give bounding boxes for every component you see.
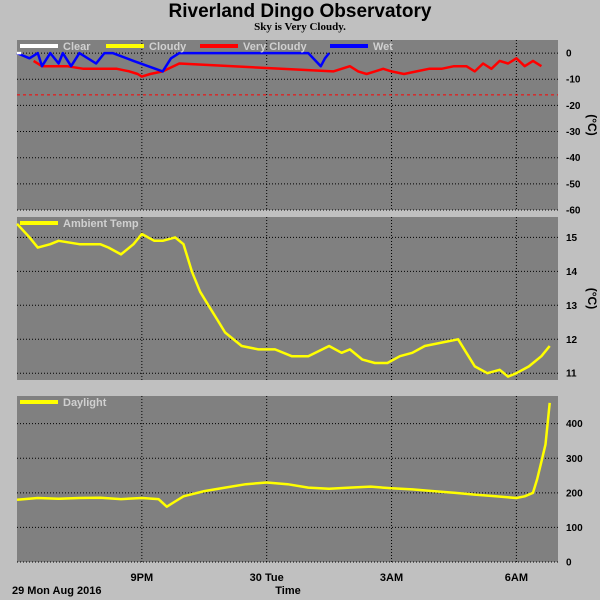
- chart-title: Riverland Dingo Observatory: [168, 1, 432, 22]
- series-line-ambient-temp: [16, 222, 551, 378]
- panel-3: 0 100 200 300 400 Daylight: [16, 396, 583, 569]
- y-tick-label: 13: [566, 301, 578, 312]
- legend-label: Cloudy: [149, 41, 187, 53]
- series-line-very-cloudy: [32, 57, 543, 78]
- series-line-daylight: [16, 402, 551, 508]
- y-tick-label: 12: [566, 335, 578, 346]
- y-tick-label: -10: [566, 75, 581, 86]
- y-unit-label: (°C): [585, 114, 599, 135]
- y-tick-label: -60: [566, 206, 581, 217]
- series-line-wet: [16, 51, 331, 73]
- legend-label: Wet: [373, 41, 393, 53]
- y-tick-label: -40: [566, 153, 581, 164]
- y-tick-label: 15: [566, 233, 578, 244]
- panel-background: [17, 396, 558, 562]
- legend-label: Clear: [63, 41, 91, 53]
- panel-1: 0 -10 -20 -30 -40 -50 -60 (°C) Clear Cloudy Very C…: [16, 40, 599, 217]
- y-tick-label: 11: [566, 369, 577, 380]
- x-tick-label: 3AM: [380, 572, 403, 584]
- y-tick-label: 300: [566, 454, 583, 465]
- y-tick-label: -50: [566, 179, 581, 190]
- chart-subtitle: Sky is Very Cloudy.: [254, 21, 346, 33]
- y-tick-label: 100: [566, 523, 583, 534]
- y-tick-label: -20: [566, 101, 581, 112]
- y-tick-label: 0: [566, 558, 572, 569]
- panel-background: [17, 40, 558, 210]
- panel-2: 11 12 13 14 15 (°C) Ambient Temp: [16, 217, 599, 380]
- x-tick-label: 6AM: [505, 572, 528, 584]
- y-tick-label: 400: [566, 419, 583, 430]
- x-date-label: 29 Mon Aug 2016: [12, 585, 101, 597]
- legend-label: Daylight: [63, 397, 107, 409]
- y-tick-label: 200: [566, 488, 583, 499]
- y-unit-label: (°C): [585, 288, 599, 309]
- legend-label: Ambient Temp: [63, 218, 139, 230]
- y-tick-label: 14: [566, 267, 578, 278]
- x-tick-label: 30 Tue: [250, 572, 284, 584]
- x-axis-label: Time: [275, 585, 300, 597]
- x-tick-label: 9PM: [131, 572, 154, 584]
- y-tick-label: 0: [566, 49, 572, 60]
- y-tick-label: -30: [566, 127, 581, 138]
- legend-label: Very Cloudy: [243, 41, 307, 53]
